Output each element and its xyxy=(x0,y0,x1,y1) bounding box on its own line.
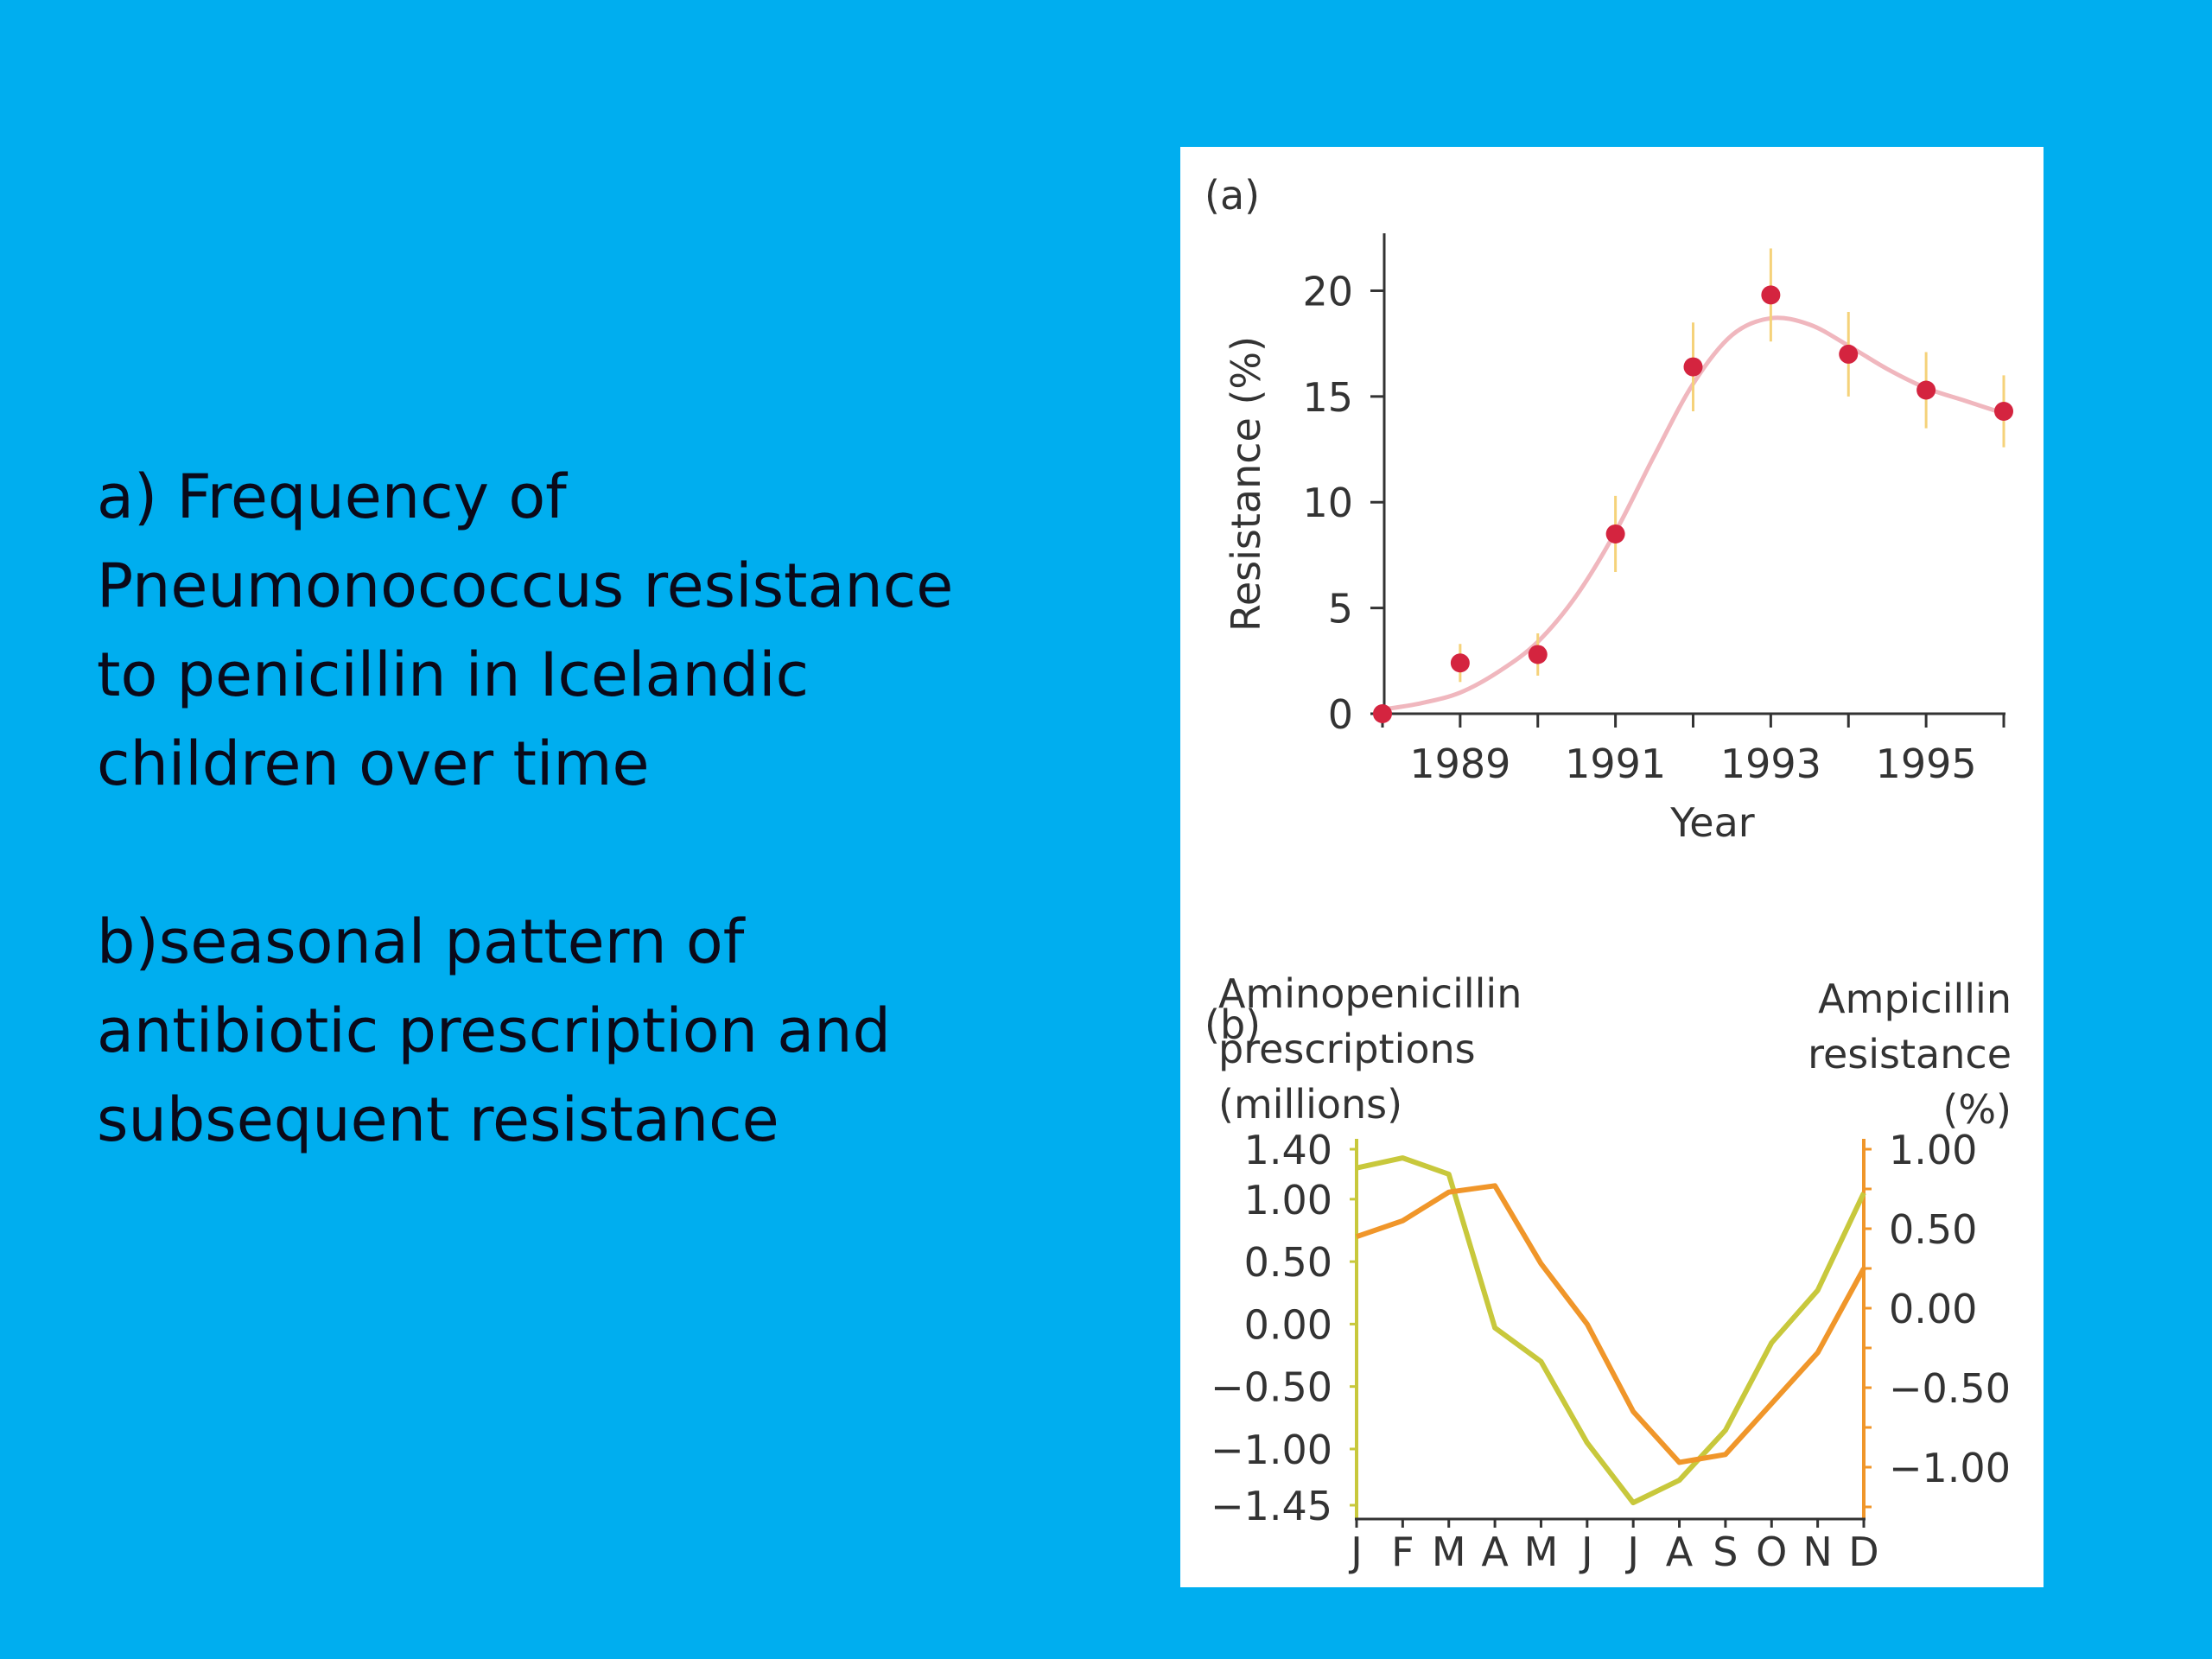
month-label: F xyxy=(1391,1529,1414,1575)
month-label: D xyxy=(1848,1529,1878,1575)
left-y-tick-label: −1.00 xyxy=(1211,1427,1332,1473)
right-axis-title-line: resistance xyxy=(1808,1031,2012,1077)
left-y-tick-label: −0.50 xyxy=(1211,1364,1332,1411)
fit-curve xyxy=(1382,315,2005,712)
month-label: J xyxy=(1348,1529,1363,1575)
month-label: S xyxy=(1713,1529,1738,1575)
x-tick-label: 1993 xyxy=(1720,741,1821,787)
x-tick-label: 1989 xyxy=(1409,741,1510,787)
right-axis-title-line: (%) xyxy=(1942,1086,2012,1133)
left-axis-title-line: Aminopenicillin xyxy=(1218,970,1522,1017)
right-y-tick-label: 0.00 xyxy=(1889,1286,1977,1332)
data-point xyxy=(1916,380,1936,400)
data-point xyxy=(1450,653,1470,673)
y-tick-label: 15 xyxy=(1302,374,1353,421)
text-line: Pneumonococcus resistance xyxy=(97,550,954,621)
right-y-tick-label: 0.50 xyxy=(1889,1206,1977,1253)
data-point xyxy=(1605,524,1625,543)
panel-b-label: (b) xyxy=(1205,1001,1261,1048)
left-axis-title-line: prescriptions xyxy=(1218,1026,1476,1072)
text-line: a) Frequency of xyxy=(97,461,567,532)
left-y-tick-label: 0.50 xyxy=(1244,1239,1332,1286)
left-y-tick-label: −1.45 xyxy=(1211,1483,1332,1529)
resistance-line xyxy=(1356,1183,1866,1465)
month-label: J xyxy=(1579,1529,1593,1575)
text-line: subsequent resistance xyxy=(97,1084,779,1155)
month-label: N xyxy=(1802,1529,1832,1575)
data-point xyxy=(1683,357,1703,377)
figure-svg: (a) 0 5 10 15 20 1989 1991 1993 1995 Year Resistanc… xyxy=(1205,172,2013,1575)
x-tick-label: 1991 xyxy=(1565,741,1666,787)
description-part-b: b)seasonal pattern of antibiotic prescri… xyxy=(97,898,1047,1165)
month-label: A xyxy=(1666,1529,1694,1575)
left-y-tick-label: 0.00 xyxy=(1244,1301,1332,1348)
slide-description: a) Frequency of Pneumonococcus resistanc… xyxy=(97,453,1047,1165)
y-tick-label: 5 xyxy=(1328,586,1353,632)
left-y-tick-label: 1.40 xyxy=(1244,1127,1332,1173)
description-part-a: a) Frequency of Pneumonococcus resistanc… xyxy=(97,453,1047,809)
x-tick-label: 1995 xyxy=(1876,741,1977,787)
text-line: children over time xyxy=(97,728,650,799)
data-point xyxy=(1373,704,1392,723)
month-label: A xyxy=(1481,1529,1509,1575)
data-point xyxy=(1994,401,2013,421)
right-y-tick-label: 1.00 xyxy=(1889,1127,1977,1173)
month-label: M xyxy=(1524,1529,1559,1575)
y-tick-label: 10 xyxy=(1302,480,1353,526)
right-axis-title-line: Ampicillin xyxy=(1818,976,2012,1022)
figure-panel: (a) 0 5 10 15 20 1989 1991 1993 1995 Year Resistanc… xyxy=(1180,147,2044,1587)
y-axis-title: Resistance (%) xyxy=(1223,336,1269,632)
right-y-tick-label: −0.50 xyxy=(1889,1365,2011,1412)
data-point xyxy=(1528,645,1548,664)
panel-a-label: (a) xyxy=(1205,172,1260,219)
left-y-tick-label: 1.00 xyxy=(1244,1177,1332,1224)
text-line: to penicillin in Icelandic xyxy=(97,639,810,710)
text-line: antibiotic prescription and xyxy=(97,995,891,1066)
x-axis-title: Year xyxy=(1669,799,1754,846)
text-line: b)seasonal pattern of xyxy=(97,906,745,977)
month-label: M xyxy=(1432,1529,1466,1575)
month-label: O xyxy=(1756,1529,1787,1575)
y-tick-label: 0 xyxy=(1328,691,1353,738)
right-y-tick-label: −1.00 xyxy=(1889,1445,2011,1491)
month-label: J xyxy=(1624,1529,1639,1575)
data-point xyxy=(1839,344,1859,364)
y-tick-label: 20 xyxy=(1302,268,1353,315)
data-point xyxy=(1761,285,1781,305)
prescriptions-line xyxy=(1356,1155,1866,1506)
left-axis-title-line: (millions) xyxy=(1218,1081,1402,1128)
